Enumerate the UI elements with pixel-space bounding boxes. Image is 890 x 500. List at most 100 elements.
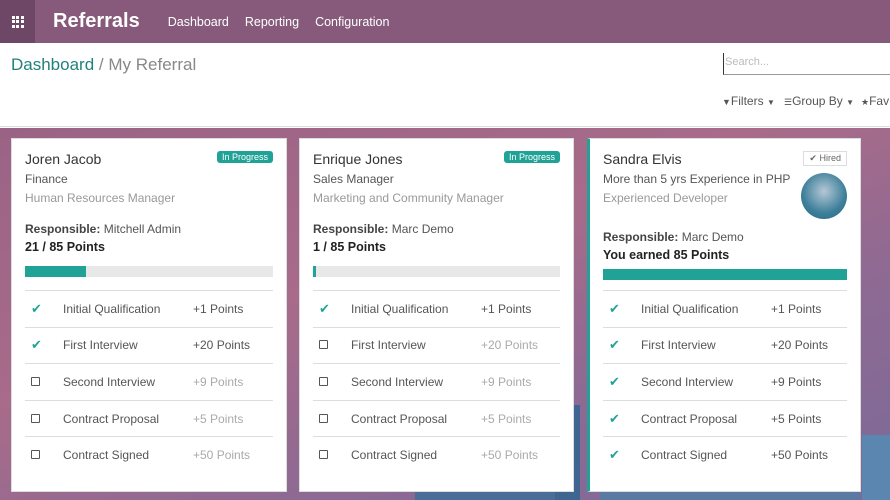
list-icon: ☰: [784, 97, 793, 107]
checkbox-empty-icon: [31, 450, 40, 460]
progress-bar: [25, 266, 273, 277]
search-options: ▼Filters ▼ ☰Group By ▼ ★Fav: [0, 94, 890, 110]
steps-list: ✔ Initial Qualification +1 Points ✔ Firs…: [25, 290, 273, 473]
check-icon: ✔: [609, 337, 620, 353]
progress-fill: [313, 266, 316, 277]
step-label: Contract Proposal: [641, 411, 738, 426]
step-row: ✔ First Interview +20 Points: [25, 326, 273, 364]
step-points: +5 Points: [481, 411, 532, 426]
apps-menu-icon[interactable]: [0, 0, 35, 43]
checkbox-empty-icon: [319, 376, 328, 386]
points-summary: 1 / 85 Points: [313, 240, 386, 254]
caret-down-icon: ▼: [846, 98, 855, 107]
step-points: +20 Points: [771, 338, 829, 353]
app-title: Referrals: [53, 10, 140, 32]
progress-fill: [25, 266, 87, 277]
filters-button[interactable]: ▼Filters ▼: [722, 94, 775, 108]
menu-configuration[interactable]: Configuration: [315, 14, 390, 29]
step-row: ✔ Contract Proposal +5 Points: [603, 399, 847, 437]
step-points: +9 Points: [481, 374, 532, 389]
breadcrumb-separator: /: [98, 55, 104, 74]
step-points: +50 Points: [771, 448, 829, 463]
step-label: First Interview: [351, 338, 426, 353]
caret-down-icon: ▼: [766, 98, 775, 107]
step-row: ✔ First Interview +20 Points: [603, 326, 847, 364]
step-label: Contract Signed: [351, 448, 438, 463]
top-navbar: Referrals Dashboard Reporting Configurat…: [0, 0, 890, 43]
step-points: +1 Points: [193, 301, 244, 316]
step-points: +20 Points: [193, 338, 251, 353]
referral-card[interactable]: Joren Jacob In Progress Finance Human Re…: [11, 138, 287, 492]
search-input[interactable]: Search...: [723, 53, 890, 75]
check-icon: ✔: [609, 410, 620, 426]
responsible: Responsible: Marc Demo: [313, 222, 454, 236]
step-label: First Interview: [63, 338, 138, 353]
job-position: Human Resources Manager: [25, 191, 176, 205]
check-icon: ✔: [609, 447, 620, 463]
check-icon: ✔: [609, 300, 620, 316]
checkbox-empty-icon: [319, 340, 328, 350]
filter-icon: ▼: [722, 97, 731, 107]
favorites-button[interactable]: ★Fav: [861, 94, 889, 108]
step-row: First Interview +20 Points: [313, 326, 560, 364]
step-points: +9 Points: [771, 374, 822, 389]
step-label: Contract Proposal: [63, 411, 160, 426]
step-label: Initial Qualification: [641, 301, 739, 316]
breadcrumb-dashboard[interactable]: Dashboard: [11, 55, 95, 74]
candidate-subtitle: Finance: [25, 172, 68, 186]
candidate-subtitle: Sales Manager: [313, 172, 394, 186]
responsible-name: Marc Demo: [391, 222, 454, 236]
group-by-button[interactable]: ☰Group By ▼: [784, 94, 854, 108]
step-row: Contract Proposal +5 Points: [313, 399, 560, 437]
check-icon: ✔: [809, 153, 817, 163]
candidate-subtitle: More than 5 yrs Experience in PHP: [603, 172, 791, 186]
referral-card[interactable]: Sandra Elvis ✔ Hired More than 5 yrs Exp…: [587, 138, 861, 492]
step-row: Contract Signed +50 Points: [313, 436, 560, 473]
step-label: Contract Signed: [63, 448, 150, 463]
responsible-name: Mitchell Admin: [103, 222, 182, 236]
points-summary: 21 / 85 Points: [25, 240, 105, 254]
step-row: Contract Signed +50 Points: [25, 436, 273, 473]
checkbox-empty-icon: [319, 413, 328, 423]
responsible-label: Responsible:: [603, 230, 679, 244]
job-position: Experienced Developer: [603, 191, 728, 205]
step-points: +1 Points: [481, 301, 532, 316]
progress-fill: [603, 269, 847, 280]
control-panel: [0, 43, 890, 127]
step-row: Second Interview +9 Points: [313, 363, 560, 400]
responsible-name: Marc Demo: [681, 230, 744, 244]
step-points: +50 Points: [193, 448, 251, 463]
status-badge: In Progress: [503, 151, 560, 163]
step-points: +50 Points: [481, 448, 539, 463]
star-icon: ★: [861, 97, 870, 107]
step-label: Second Interview: [63, 374, 156, 389]
step-row: Contract Proposal +5 Points: [25, 399, 273, 437]
referral-card[interactable]: Enrique Jones In Progress Sales Manager …: [299, 138, 574, 492]
progress-bar: [603, 269, 847, 280]
step-points: +1 Points: [771, 301, 822, 316]
step-label: Second Interview: [641, 374, 734, 389]
step-label: Initial Qualification: [63, 301, 161, 316]
candidate-name: Enrique Jones: [313, 151, 403, 167]
step-label: First Interview: [641, 338, 716, 353]
step-row: ✔ Initial Qualification +1 Points: [313, 290, 560, 327]
group-by-label: Group By: [792, 94, 843, 108]
menu-reporting[interactable]: Reporting: [244, 14, 300, 29]
candidate-name: Joren Jacob: [25, 151, 102, 167]
checkbox-empty-icon: [319, 450, 328, 460]
candidate-name: Sandra Elvis: [603, 151, 682, 167]
breadcrumb: Dashboard / My Referral: [11, 55, 196, 75]
status-label: In Progress: [508, 152, 555, 162]
breadcrumb-current: My Referral: [108, 55, 197, 74]
menu-dashboard[interactable]: Dashboard: [167, 14, 229, 29]
check-icon: ✔: [31, 337, 42, 353]
checkbox-empty-icon: [31, 413, 40, 423]
status-label: Hired: [819, 153, 841, 163]
steps-list: ✔ Initial Qualification +1 Points ✔ Firs…: [603, 290, 847, 473]
checkbox-empty-icon: [31, 376, 40, 386]
check-icon: ✔: [319, 300, 330, 316]
favorites-label: Fav: [869, 94, 890, 108]
step-label: Contract Signed: [641, 448, 728, 463]
avatar: [801, 173, 847, 219]
step-points: +20 Points: [481, 338, 539, 353]
